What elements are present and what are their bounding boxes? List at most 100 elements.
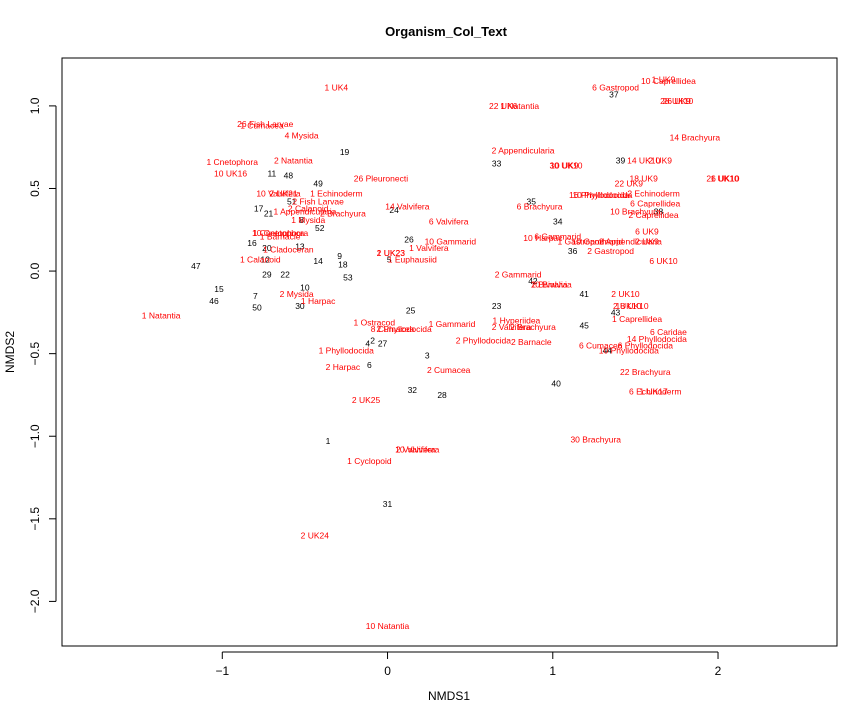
site-label: 19 <box>340 147 350 157</box>
y-axis: 1.0 0.5 0.0 −0.5 −1.0 −1.5 −2.0 <box>28 97 57 613</box>
species-label: 2 UK21 <box>269 188 298 198</box>
species-label: 10 Bivalvia <box>531 279 572 289</box>
site-label: 41 <box>579 289 589 299</box>
species-label: 1 UK23 <box>377 248 406 258</box>
site-label: 4 <box>365 339 370 349</box>
species-label: 2 Bivalvia <box>531 279 568 289</box>
species-label: 10 Gammarid <box>572 236 624 246</box>
y-tick-label: 1.0 <box>28 97 42 114</box>
species-label: 4 Mysida <box>285 131 319 141</box>
species-label: 2 Natantia <box>274 155 313 165</box>
species-label: 1 Hyperiidea <box>493 316 541 326</box>
y-tick-label: −1.5 <box>28 507 42 531</box>
species-label: 28 UK10 <box>660 96 693 106</box>
site-label: 12 <box>261 255 271 265</box>
site-label: 42 <box>528 276 538 286</box>
species-label: 26 UK9 <box>663 96 692 106</box>
species-label: 2 Valvifera <box>492 322 532 332</box>
site-label: 31 <box>383 499 393 509</box>
plot-frame <box>61 57 838 647</box>
species-label: 1 Cladoceran <box>263 245 314 255</box>
site-label: 44 <box>603 345 613 355</box>
site-label: 14 <box>313 256 323 266</box>
species-label: 6 Gastropod <box>592 83 639 93</box>
species-label: 10 Harpac <box>523 233 563 243</box>
species-label: 6 UK9 <box>635 226 659 236</box>
site-label: 9 <box>337 251 342 261</box>
site-label: 25 <box>406 306 416 316</box>
species-label: 2 Brachyura <box>320 208 366 218</box>
site-label: 13 <box>295 241 305 251</box>
species-label: 6 Valvifera <box>429 217 469 227</box>
species-label: 1 Harpac <box>301 296 336 306</box>
species-label: 10 Gammarid <box>425 236 477 246</box>
site-label: 45 <box>579 321 589 331</box>
site-label: 39 <box>616 155 626 165</box>
species-label: 2 Valvifera <box>396 444 436 454</box>
species-label: 6 Cumacea <box>579 340 623 350</box>
species-label: 8 Cumacea <box>371 324 415 334</box>
species-label: 6 Phyllodocida <box>618 340 674 350</box>
y-axis-label: NMDS2 <box>3 331 17 373</box>
species-label: 2 Phyllodocida <box>456 335 512 345</box>
species-label: 2 Phyllodocida <box>376 324 432 334</box>
species-label: 10 Natantia <box>366 621 410 631</box>
site-label: 29 <box>262 269 272 279</box>
species-label: 1 Euphausiid <box>388 255 437 265</box>
site-label: 17 <box>254 203 264 213</box>
species-label: 1 Cumacea <box>240 121 284 131</box>
species-label: 2 UK10 <box>611 289 640 299</box>
y-tick-label: −0.5 <box>28 341 42 365</box>
site-label: 5 <box>387 255 392 265</box>
species-label: 6 Caprellidea <box>630 198 680 208</box>
site-label: 53 <box>343 273 353 283</box>
x-axis: −1 0 1 2 <box>215 651 722 678</box>
site-label: 26 <box>404 235 414 245</box>
site-label: 37 <box>609 89 619 99</box>
species-label: 2 Brachyura <box>510 322 556 332</box>
species-label: 14 Brachyura <box>670 132 721 142</box>
species-label: 2 UK9 <box>635 236 659 246</box>
species-label: 2 Gammarid <box>495 269 542 279</box>
site-label: 7 <box>253 291 258 301</box>
site-label: 47 <box>191 261 201 271</box>
x-tick-label: −1 <box>215 664 229 678</box>
species-label: 1 Phyllodocida <box>319 345 375 355</box>
site-label: 32 <box>408 385 418 395</box>
species-label: 1 Echinoderm <box>310 188 362 198</box>
species-label: 10 UK16 <box>214 169 247 179</box>
species-label: 6 Echinoderm <box>629 387 681 397</box>
species-label: 10 Valvifera <box>256 188 301 198</box>
species-label: 1 Cnetophora <box>253 228 305 238</box>
species-label: 10 Phyllodocida <box>572 190 632 200</box>
y-tick-label: 0.0 <box>28 262 42 279</box>
x-axis-label: NMDS1 <box>428 689 470 703</box>
species-label: 1 UK4 <box>324 83 348 93</box>
species-label: 2 Caprellidea <box>629 210 679 220</box>
site-label: 34 <box>553 217 563 227</box>
species-label: 10 Cnetophora <box>252 228 309 238</box>
species-label: 6 Brachyura <box>517 202 563 212</box>
species-label: 2 Echinoderm <box>627 188 679 198</box>
species-label: 14 Valvifera <box>385 202 430 212</box>
species-label: 1 Gammarid <box>429 319 476 329</box>
species-label: 1 Natantia <box>500 101 539 111</box>
species-label: 16 Phyllodocida <box>569 190 629 200</box>
species-label: 1 Natantia <box>142 311 181 321</box>
species-label: 2 UK24 <box>301 530 330 540</box>
site-label: 10 <box>300 283 310 293</box>
site-label: 50 <box>252 302 262 312</box>
species-label: 18 UK9 <box>629 174 658 184</box>
site-label: 2 <box>370 335 375 345</box>
species-label: 1 UK10 <box>710 174 739 184</box>
site-label: 22 <box>280 269 290 279</box>
species-label: 26 UK10 <box>706 174 739 184</box>
species-label: 10 Valvifera <box>395 444 440 454</box>
x-tick-label: 2 <box>715 664 722 678</box>
y-tick-label: −1.0 <box>28 424 42 448</box>
species-label: 10 Brachyura <box>610 207 661 217</box>
species-label: 10 Caprellidea <box>641 76 696 86</box>
